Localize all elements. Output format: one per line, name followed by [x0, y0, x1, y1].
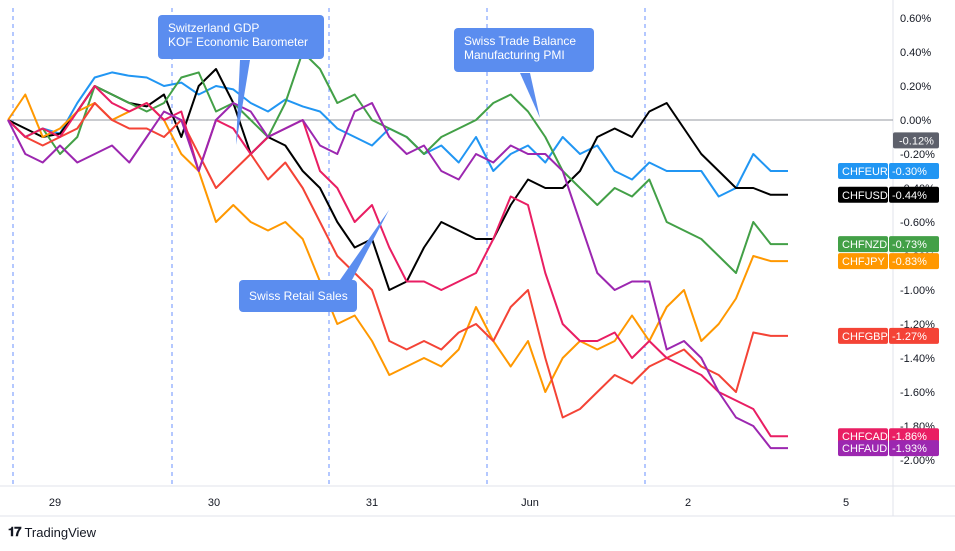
- series-name-tag-chfjpy: [838, 253, 888, 270]
- series-name-label: CHFAUD: [842, 443, 887, 455]
- y-tick-label: -1.00%: [900, 285, 935, 297]
- x-tick-label: 5: [843, 497, 849, 509]
- annotation-pointer: [520, 73, 540, 118]
- annotation-pointer: [236, 60, 250, 145]
- series-name-tag-chfnzd: [838, 236, 888, 253]
- annotation-pointer: [340, 210, 389, 280]
- y-tick-label: 0.60%: [900, 13, 931, 25]
- annotation-text: Swiss Retail Sales: [249, 289, 348, 303]
- zero-value-tag: [893, 132, 939, 149]
- annotation-box: [239, 280, 357, 312]
- series-name-tag-chfusd: [838, 186, 888, 203]
- series-name-tag-chfeur: [838, 163, 888, 179]
- series-value-tag-chfusd: [889, 186, 939, 203]
- y-tick-label: -1.60%: [900, 387, 935, 399]
- annotation-text: KOF Economic Barometer: [168, 35, 308, 49]
- zero-value-tag-text: -0.12%: [899, 135, 934, 147]
- series-value-label: -0.83%: [892, 256, 927, 268]
- x-tick-label: 30: [208, 497, 220, 509]
- y-tick-label: 0.40%: [900, 47, 931, 59]
- series-line-chfgbp: [7, 102, 788, 419]
- annotation-text: Switzerland GDP: [168, 21, 259, 35]
- series-value-tags: -0.12% CHFEUR -0.30% CHFUSD -0.44% CHFNZD -0.7…: [838, 132, 939, 457]
- annotation-box: [158, 15, 324, 59]
- x-axis: 29 30 31 Jun 2 5: [49, 497, 849, 509]
- brand-name[interactable]: TradingView: [24, 524, 97, 540]
- annotation-text: Manufacturing PMI: [464, 48, 565, 62]
- series-line-chfusd: [7, 68, 788, 291]
- series-line-chfaud: [7, 102, 788, 450]
- series-name-label: CHFUSD: [842, 190, 888, 202]
- series-line-chfcad: [7, 85, 788, 438]
- series-value-label: -0.30%: [892, 166, 927, 178]
- series-value-label: -1.27%: [892, 331, 927, 343]
- x-tick-label: 31: [366, 497, 378, 509]
- series-value-label: -0.44%: [892, 190, 927, 202]
- annotation-text: Swiss Trade Balance: [464, 34, 576, 48]
- annotation-box: [454, 28, 594, 72]
- series-name-label: CHFGBP: [842, 331, 888, 343]
- series-lines: [7, 51, 788, 450]
- y-tick-label: -0.20%: [900, 149, 935, 161]
- series-name-tag-chfgbp: [838, 327, 888, 344]
- series-value-label: -1.93%: [892, 443, 927, 455]
- series-value-tag-chfaud: [889, 440, 939, 457]
- x-tick-label: Jun: [521, 497, 539, 509]
- y-tick-label: -1.40%: [900, 353, 935, 365]
- series-value-tag-chfgbp: [889, 327, 939, 344]
- y-tick-label: -2.00%: [900, 455, 935, 467]
- series-name-label: CHFEUR: [842, 166, 888, 178]
- series-value-tag-chfnzd: [889, 236, 939, 253]
- series-value-label: -0.73%: [892, 239, 927, 251]
- y-tick-label: 0.20%: [900, 81, 931, 93]
- tradingview-logo-icon[interactable]: 𝟏𝟕: [8, 524, 22, 539]
- x-tick-label: 29: [49, 497, 61, 509]
- footer: 𝟏𝟕 TradingView: [8, 524, 96, 540]
- series-name-label: CHFNZD: [842, 239, 887, 251]
- x-tick-label: 2: [685, 497, 691, 509]
- y-tick-label: 0.00%: [900, 115, 931, 127]
- y-tick-label: -0.60%: [900, 217, 935, 229]
- series-value-tag-chfjpy: [889, 253, 939, 270]
- series-value-tag-chfeur: [889, 163, 939, 179]
- series-name-tag-chfaud: [838, 440, 888, 457]
- series-name-label: CHFJPY: [842, 256, 885, 268]
